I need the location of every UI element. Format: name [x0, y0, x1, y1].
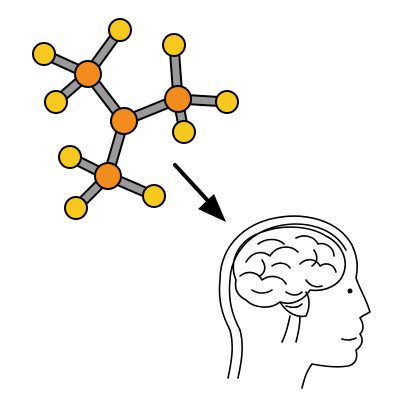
- head-outline: [218, 215, 371, 389]
- arrow-down-right-icon: [173, 163, 226, 222]
- human-head-brain-icon: [218, 215, 371, 389]
- hydrogen-atom-H4: [162, 33, 186, 57]
- hydrogen-atom-H2: [108, 18, 132, 42]
- carbon-atom-C2: [110, 107, 138, 135]
- hydrogen-atom-H1: [32, 42, 56, 66]
- hydrogen-atom-H5: [215, 90, 239, 114]
- hydrogen-atom-H8: [64, 196, 88, 220]
- hydrogen-atom-H3: [44, 90, 68, 114]
- hydrogen-atom-H6: [172, 120, 196, 144]
- hydrogen-atom-H7: [58, 145, 82, 169]
- eye: [347, 288, 353, 294]
- carbon-atom-C3: [164, 85, 192, 113]
- carbon-atom-C4: [94, 162, 122, 190]
- hydrogen-atom-H9: [142, 184, 166, 208]
- carbon-atom-C1: [74, 60, 102, 88]
- molecule: [32, 18, 239, 220]
- brain-outline: [232, 226, 346, 308]
- atom-layer: [32, 18, 239, 220]
